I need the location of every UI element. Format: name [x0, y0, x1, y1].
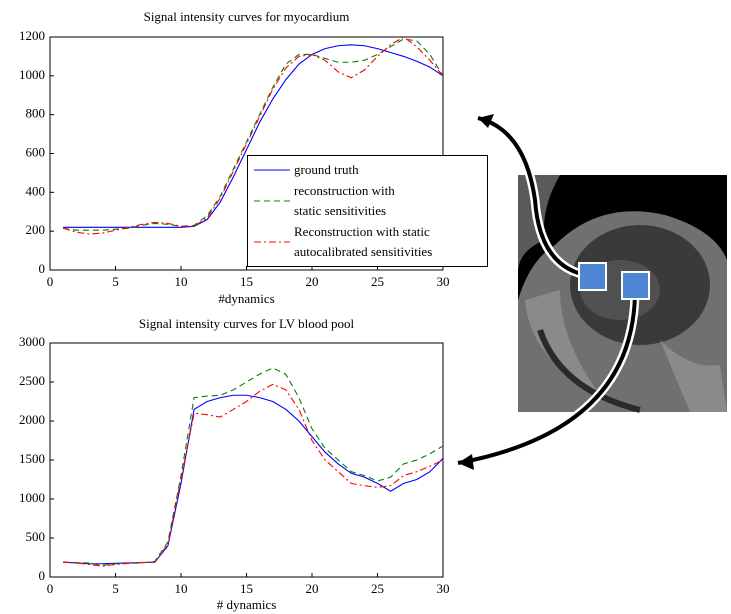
legend-swatch	[254, 241, 290, 243]
x-tick-label: 5	[112, 274, 119, 289]
y-tick-label: 800	[26, 106, 46, 121]
legend-entry: ground truth	[248, 160, 487, 180]
x-tick-label: 30	[437, 274, 450, 289]
y-tick-label: 600	[26, 144, 46, 159]
y-tick-label: 1200	[19, 28, 45, 43]
plot-area	[49, 342, 444, 578]
y-tick-label: 0	[39, 568, 46, 583]
marker-myocardium	[578, 262, 607, 291]
y-tick-label: 400	[26, 183, 46, 198]
x-tick-label: 20	[306, 274, 319, 289]
x-tick-label: 5	[112, 581, 119, 596]
y-tick-label: 1000	[19, 490, 45, 505]
series-line	[62, 36, 444, 235]
y-tick-label: 1000	[19, 67, 45, 82]
x-tick-label: 10	[175, 274, 188, 289]
chart-title: Signal intensity curves for myocardium	[144, 9, 350, 24]
y-tick-label: 3000	[19, 334, 45, 349]
y-tick-label: 0	[39, 261, 46, 276]
x-tick-label: 10	[175, 581, 188, 596]
marker-blood-pool	[621, 271, 650, 300]
series-line	[63, 38, 444, 231]
legend-label: Reconstruction with static autocalibrate…	[294, 224, 433, 259]
x-tick-label: 20	[306, 581, 319, 596]
x-tick-label: 15	[240, 274, 253, 289]
x-tick-label: 30	[437, 581, 450, 596]
legend-entry: Reconstruction with static autocalibrate…	[248, 222, 487, 262]
legend-label: ground truth	[294, 162, 359, 177]
legend-entry: reconstruction with static sensitivities	[248, 181, 487, 221]
mri-image	[518, 175, 727, 413]
legend-swatch	[254, 169, 290, 171]
x-tick-label: 15	[240, 581, 253, 596]
legend: ground truth reconstruction with static s…	[247, 155, 488, 267]
x-axis-label: #dynamics	[218, 291, 274, 306]
y-tick-label: 200	[26, 222, 46, 237]
arrows	[457, 113, 650, 470]
x-tick-label: 0	[47, 274, 54, 289]
y-tick-label: 2500	[19, 373, 45, 388]
y-tick-label: 1500	[19, 451, 45, 466]
x-axis-label: # dynamics	[217, 597, 277, 612]
series-line	[63, 383, 444, 567]
chart-title: Signal intensity curves for LV blood poo…	[139, 316, 355, 331]
y-tick-label: 2000	[19, 412, 45, 427]
x-tick-label: 25	[371, 581, 384, 596]
legend-swatch	[254, 200, 290, 202]
x-tick-label: 0	[47, 581, 54, 596]
y-tick-label: 500	[26, 529, 46, 544]
x-tick-label: 25	[371, 274, 384, 289]
legend-label: reconstruction with static sensitivities	[294, 183, 395, 218]
